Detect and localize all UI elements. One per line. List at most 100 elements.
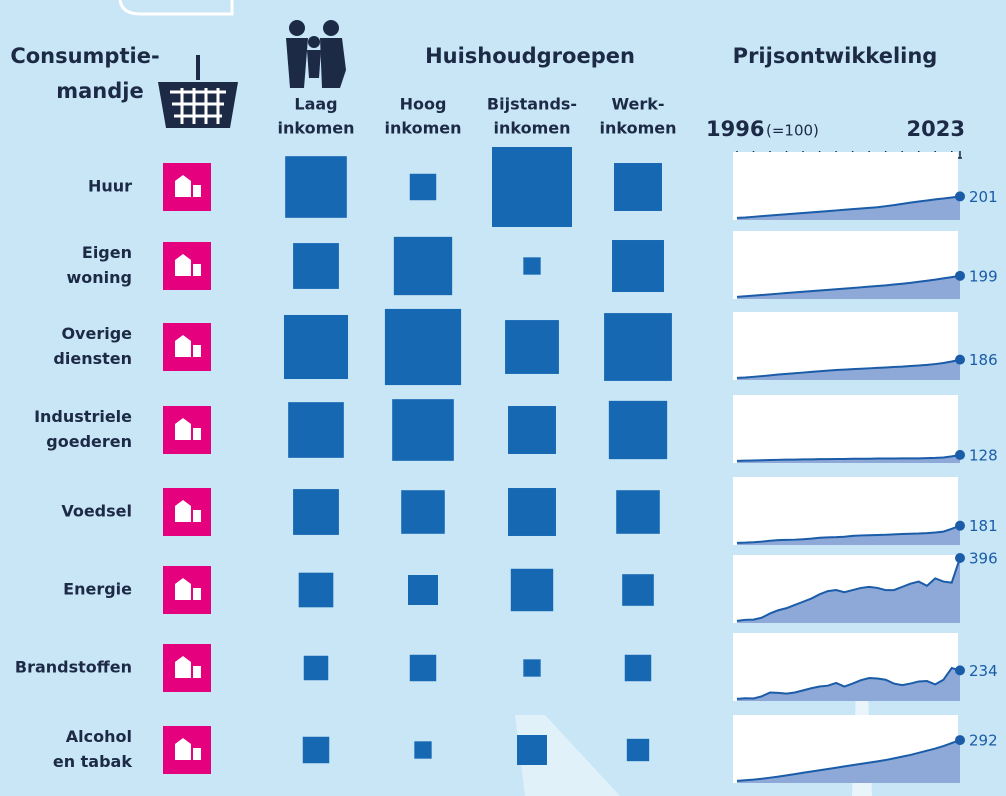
column-header: Hoog bbox=[400, 95, 447, 114]
end-dot bbox=[955, 665, 965, 676]
base-note: (=100) bbox=[766, 122, 819, 140]
end-value-label: 128 bbox=[969, 446, 998, 464]
icon-glyph bbox=[175, 656, 201, 678]
square bbox=[510, 568, 554, 612]
end-value-label: 186 bbox=[969, 351, 998, 369]
category-icon bbox=[163, 644, 211, 692]
category-icon bbox=[163, 406, 211, 454]
end-value-label: 396 bbox=[969, 549, 998, 567]
category-icon bbox=[163, 242, 211, 290]
end-dot bbox=[955, 354, 965, 365]
sparkline-line bbox=[736, 557, 961, 622]
square bbox=[409, 173, 437, 201]
category-label: Huur bbox=[88, 177, 132, 196]
basket-title-line: mandje bbox=[56, 79, 143, 103]
category-label: Industriele bbox=[34, 407, 132, 426]
square bbox=[414, 741, 432, 759]
column-header: inkomen bbox=[278, 119, 355, 138]
square bbox=[612, 240, 664, 292]
category-icon bbox=[163, 163, 211, 211]
sparkline-line bbox=[736, 739, 961, 782]
column-header: Laag bbox=[294, 95, 337, 114]
category-label: Overige bbox=[61, 324, 132, 343]
square bbox=[523, 257, 541, 275]
square bbox=[508, 406, 556, 454]
end-dot bbox=[955, 520, 965, 531]
square bbox=[517, 735, 547, 765]
end-dot bbox=[955, 735, 965, 746]
basket-icon bbox=[158, 55, 238, 128]
sparkline-line bbox=[736, 358, 961, 379]
square bbox=[392, 399, 454, 461]
sparkline-line bbox=[736, 666, 961, 700]
square bbox=[384, 308, 462, 386]
column-header: Bijstands- bbox=[487, 95, 577, 114]
square bbox=[409, 654, 437, 682]
end-value-label: 201 bbox=[969, 188, 998, 206]
square bbox=[624, 654, 652, 682]
category-label: Voedsel bbox=[61, 502, 132, 521]
sparkline-line bbox=[736, 453, 961, 462]
end-value-label: 199 bbox=[969, 267, 998, 285]
end-dot bbox=[955, 552, 965, 563]
square bbox=[622, 574, 654, 606]
square bbox=[288, 402, 344, 458]
square bbox=[401, 490, 445, 534]
end-value-label: 234 bbox=[969, 662, 998, 680]
column-header: inkomen bbox=[600, 119, 677, 138]
price-title: Prijsontwikkeling bbox=[733, 44, 938, 68]
square bbox=[614, 163, 662, 211]
sparkline-line bbox=[736, 195, 961, 219]
category-label: diensten bbox=[53, 349, 132, 368]
icon-glyph bbox=[175, 418, 201, 440]
column-header: Werk- bbox=[611, 95, 664, 114]
category-label: Eigen bbox=[82, 243, 132, 262]
category-label: Alcohol bbox=[66, 727, 132, 746]
category-icon bbox=[163, 726, 211, 774]
chart-title: Huishoudgroepen bbox=[425, 44, 635, 68]
square bbox=[303, 655, 329, 681]
square bbox=[285, 156, 347, 218]
square bbox=[293, 489, 339, 535]
square bbox=[492, 147, 572, 227]
square bbox=[408, 575, 438, 605]
square bbox=[393, 236, 453, 296]
column-header: inkomen bbox=[494, 119, 571, 138]
sparkline-area bbox=[737, 740, 960, 783]
icon-glyph bbox=[175, 335, 201, 357]
square bbox=[302, 736, 330, 764]
square bbox=[523, 659, 541, 677]
category-icon bbox=[163, 323, 211, 371]
category-label: Energie bbox=[63, 580, 132, 599]
family-icon bbox=[286, 20, 346, 88]
square bbox=[626, 738, 650, 762]
sparkline-panel bbox=[733, 395, 958, 463]
square bbox=[608, 400, 668, 460]
end-dot bbox=[955, 449, 965, 460]
icon-glyph bbox=[175, 254, 201, 276]
basket-title: Consumptie- mandje bbox=[10, 44, 159, 103]
square bbox=[283, 314, 349, 380]
end-dot bbox=[955, 270, 965, 281]
end-dot bbox=[955, 191, 965, 202]
square bbox=[508, 488, 556, 536]
category-label: goederen bbox=[46, 432, 132, 451]
category-icon bbox=[163, 488, 211, 536]
square bbox=[505, 320, 559, 374]
icon-glyph bbox=[175, 738, 201, 760]
sparkline-line bbox=[736, 274, 961, 298]
square bbox=[298, 572, 334, 608]
category-label: Brandstoffen bbox=[15, 658, 132, 677]
end-value-label: 181 bbox=[969, 517, 998, 535]
x-end-label: 2023 bbox=[907, 117, 965, 141]
sparkline-line bbox=[736, 524, 961, 544]
category-label: en tabak bbox=[53, 752, 133, 771]
category-icon bbox=[163, 566, 211, 614]
square bbox=[616, 490, 660, 534]
column-header: inkomen bbox=[385, 119, 462, 138]
icon-glyph bbox=[175, 578, 201, 600]
x-start-label: 1996 bbox=[706, 117, 764, 141]
end-value-label: 292 bbox=[969, 732, 998, 750]
